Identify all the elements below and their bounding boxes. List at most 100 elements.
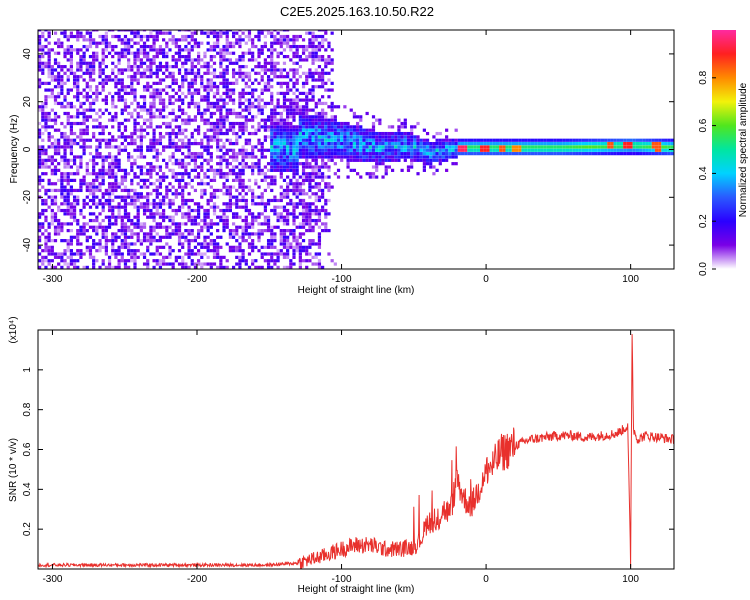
spectrogram-cell: [53, 215, 58, 219]
spectrogram-cell: [162, 245, 166, 249]
spectrogram-cell: [69, 48, 73, 52]
spectrogram-cell: [123, 208, 128, 213]
spectrogram-cell: [286, 30, 290, 32]
spectrogram-cell: [448, 141, 452, 146]
spectrogram-cell: [111, 44, 115, 49]
spectrogram-cell: [438, 138, 442, 142]
spectrogram-cell: [85, 98, 89, 102]
spectrogram-cell: [82, 152, 86, 156]
spectrogram-cell: [260, 192, 264, 196]
spectrogram-cell: [120, 108, 124, 112]
spectrogram-cell: [149, 71, 153, 75]
spectrogram-cell: [289, 152, 293, 156]
spectrogram-cell: [152, 202, 156, 206]
spectrogram-cell: [41, 101, 45, 106]
spectrogram-cell: [279, 212, 283, 216]
spectrogram-cell: [92, 158, 96, 162]
spectrogram-cell: [247, 31, 252, 35]
spectrogram-cell: [184, 30, 188, 32]
spectrogram-cell: [575, 152, 579, 156]
spectrogram-cell: [231, 249, 236, 253]
spectrogram-cell: [317, 118, 322, 122]
spectrogram-cell: [270, 165, 274, 169]
spectrogram-cell: [53, 225, 58, 229]
spectrogram-cell: [155, 195, 159, 199]
spectrogram-cell: [53, 51, 58, 55]
spectrogram-cell: [273, 152, 277, 156]
spectrogram-cell: [158, 48, 163, 52]
spectrogram-cell: [120, 245, 124, 249]
spectrogram-cell: [317, 131, 322, 136]
spectrogram-cell: [321, 125, 325, 129]
spectrogram-cell: [565, 141, 570, 146]
spectrogram-cell: [95, 155, 99, 159]
spectrogram-cell: [114, 215, 118, 219]
spectrogram-cell: [111, 155, 115, 159]
spectrogram-cell: [79, 65, 83, 69]
spectrogram-cell: [85, 138, 89, 142]
spectrogram-cell: [244, 71, 248, 75]
spectrogram-cell: [305, 148, 309, 152]
spectrogram-cell: [88, 172, 93, 176]
spectrogram-cell: [308, 135, 312, 139]
spectrogram-cell: [282, 61, 287, 65]
spectrogram-cell: [184, 128, 188, 132]
spectrogram-cell: [200, 118, 204, 122]
spectrogram-cell: [228, 192, 232, 196]
spectrogram-cell: [610, 148, 614, 152]
spectrogram-cell: [69, 152, 73, 156]
spectrogram-cell: [314, 162, 318, 166]
spectrogram-cell: [47, 115, 51, 119]
spectrogram-cell: [162, 135, 166, 139]
spectrogram-cell: [247, 178, 252, 183]
spectrogram-cell: [72, 71, 77, 75]
spectrogram-cell: [317, 115, 322, 119]
spectrogram-cell: [251, 165, 255, 169]
spectrogram-cell: [69, 61, 73, 65]
spectrogram-cell: [92, 38, 96, 42]
spectrogram-cell: [642, 145, 646, 149]
spectrogram-cell: [155, 178, 159, 183]
spectrogram-cell: [206, 118, 210, 122]
spectrogram-cell: [85, 61, 89, 65]
spectrogram-cell: [457, 148, 461, 152]
spectrogram-cell: [197, 205, 201, 209]
spectrogram-cell: [276, 38, 280, 42]
spectrogram-cell: [206, 31, 210, 35]
spectrogram-cell: [187, 105, 191, 109]
spectrogram-cell: [219, 208, 223, 213]
spectrogram-cell: [85, 131, 89, 136]
spectrogram-cell: [257, 212, 261, 216]
spectrogram-cell: [136, 239, 140, 243]
spectrogram-cell: [324, 212, 328, 216]
spectrogram-cell: [572, 138, 576, 142]
spectrogram-cell: [356, 148, 360, 152]
spectrogram-cell: [53, 115, 58, 119]
spectrogram-cell: [181, 55, 185, 59]
spectrogram-cell: [219, 118, 223, 122]
spectrogram-cell: [273, 162, 277, 166]
spectrogram-cell: [142, 165, 147, 169]
spectrogram-cell: [289, 138, 293, 142]
spectrogram-cell: [257, 101, 261, 106]
spectrogram-cell: [276, 225, 280, 229]
spectrogram-cell: [235, 61, 239, 65]
spectrogram-cell: [136, 225, 140, 229]
spectrogram-cell: [120, 98, 124, 102]
spectrogram-cell: [203, 252, 207, 256]
spectrogram-cell: [146, 65, 150, 69]
spectrogram-cell: [187, 265, 191, 269]
spectrogram-cell: [193, 168, 198, 172]
spectrogram-cell: [301, 85, 306, 89]
spectrogram-cell: [324, 138, 328, 142]
spectrogram-cell: [203, 222, 207, 226]
spectrogram-cell: [190, 68, 194, 72]
spectrogram-cell: [197, 44, 201, 49]
spectrogram-cell: [340, 125, 344, 129]
spectrogram-cell: [171, 131, 175, 136]
spectrogram-cell: [107, 259, 112, 263]
spectrogram-cell: [152, 41, 156, 45]
spectrogram-cell: [282, 38, 287, 42]
spectrogram-cell: [53, 98, 58, 102]
spectrogram-cell: [352, 135, 357, 139]
